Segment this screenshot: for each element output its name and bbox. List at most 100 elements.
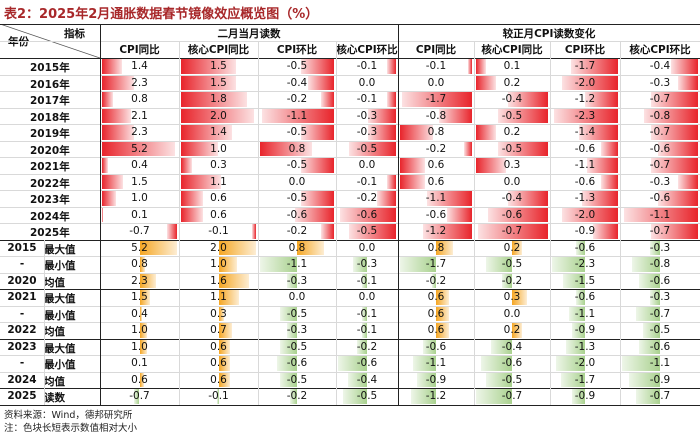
cell-value: -0.1 [356,307,378,320]
value-bar [601,141,618,156]
cell-value: -1.5 [574,274,596,287]
cell-value: -1.1 [425,192,447,205]
cell-value: -0.4 [501,192,523,205]
value-bar [280,339,297,354]
table-cell: -0.2 [474,273,550,290]
table-cell: 0.0 [336,289,398,306]
cell-value: 2.0 [210,241,227,254]
cell-value: -0.1 [356,175,378,188]
table-cell: -0.9 [550,322,620,339]
table-cell: -0.5 [336,223,398,240]
cell-value: -2.0 [574,357,596,370]
value-bar [368,108,396,123]
value-bar [139,257,146,272]
value-bar [436,323,449,338]
cell-value: -0.5 [356,390,378,403]
value-bar [362,306,367,321]
value-bar [562,75,618,90]
cell-value: -0.6 [574,142,596,155]
value-bar [584,92,618,107]
corner-right-label: 指标 [64,28,85,40]
cell-value: -0.5 [286,159,308,172]
value-bar [576,240,585,255]
period-label-part: 2025 [7,390,37,403]
value-bar [439,108,472,123]
cell-value: -0.4 [501,340,523,353]
row-stat-label: 最大值 [44,293,76,305]
value-bar [216,389,219,404]
table-cell: -0.1 [398,58,474,75]
value-bar [400,125,433,140]
table-cell: 1.5 [100,174,179,191]
cell-value: -0.1 [356,93,378,106]
value-bar [218,273,249,288]
table-cell: -0.5 [620,322,700,339]
value-bar [139,290,151,305]
cell-value: 2.3 [131,126,148,139]
value-bar [301,158,334,173]
table-cell: -0.3 [258,273,336,290]
period-label: 2015 - 2020 [0,240,44,290]
value-bar [181,75,236,90]
cell-value: 0.0 [358,241,376,254]
cell-value: 1.1 [210,291,227,304]
cell-value: -0.5 [649,324,671,337]
cell-value: 0.0 [358,159,376,172]
value-bar [476,75,496,90]
value-bar [377,191,396,206]
table-cell: -0.3 [336,124,398,141]
table-cell: 0.4 [100,157,179,174]
cell-value: -0.6 [649,142,671,155]
table-cell: -1.2 [398,388,474,405]
table-cell: -0.5 [258,124,336,141]
cell-value: -0.7 [501,390,523,403]
table-cell: 0.3 [474,289,550,306]
value-bar [632,257,660,272]
value-bar [671,59,698,74]
table-cell: -0.3 [336,256,398,273]
corner-left-label: 年份 [8,36,29,48]
cell-value: 0.6 [427,307,445,320]
cell-value: -1.4 [574,126,596,139]
cell-value: -2.3 [574,109,596,122]
group-header-change: 较正月CPI读数变化 [502,28,596,40]
row-divider [0,124,700,125]
table-cell: -0.1 [336,306,398,323]
value-bar [252,224,256,239]
value-bar [650,158,698,173]
row-stat-label: 均值 [44,276,65,289]
table-cell: -0.5 [474,108,550,125]
table-cell: -0.2 [258,388,336,405]
value-bar [320,92,334,107]
cell-value: 1.5 [131,175,148,188]
table-cell: 1.5 [179,58,258,75]
row-year-label: 2019年 [30,128,70,140]
cell-value: 0.1 [503,60,521,73]
value-bar [102,174,124,189]
value-bar [181,191,203,206]
value-bar [556,356,585,371]
table-cell: 0.6 [179,372,258,389]
table-cell: 2.3 [100,124,179,141]
table-cell: -0.5 [258,372,336,389]
table-cell: 0.7 [179,322,258,339]
table-cell: -0.6 [336,207,398,224]
value-bar [347,372,367,387]
value-bar [491,339,512,354]
value-bar [624,207,698,222]
cell-value: 0.6 [210,357,227,370]
table-cell: 0.3 [179,306,258,323]
cell-value: -0.5 [286,126,308,139]
value-bar [218,339,230,354]
value-bar [400,257,436,272]
value-bar [181,59,236,74]
table-cell: 0.8 [398,240,474,257]
cell-value: -0.7 [501,225,523,238]
value-bar [102,141,175,156]
row-stat-label: 最大值 [44,243,76,256]
table-cell: -0.6 [620,141,700,158]
value-bar [422,224,472,239]
table-cell: -0.5 [474,372,550,389]
table-cell: -1.1 [258,256,336,273]
period-label-part: 2023 [7,340,37,353]
